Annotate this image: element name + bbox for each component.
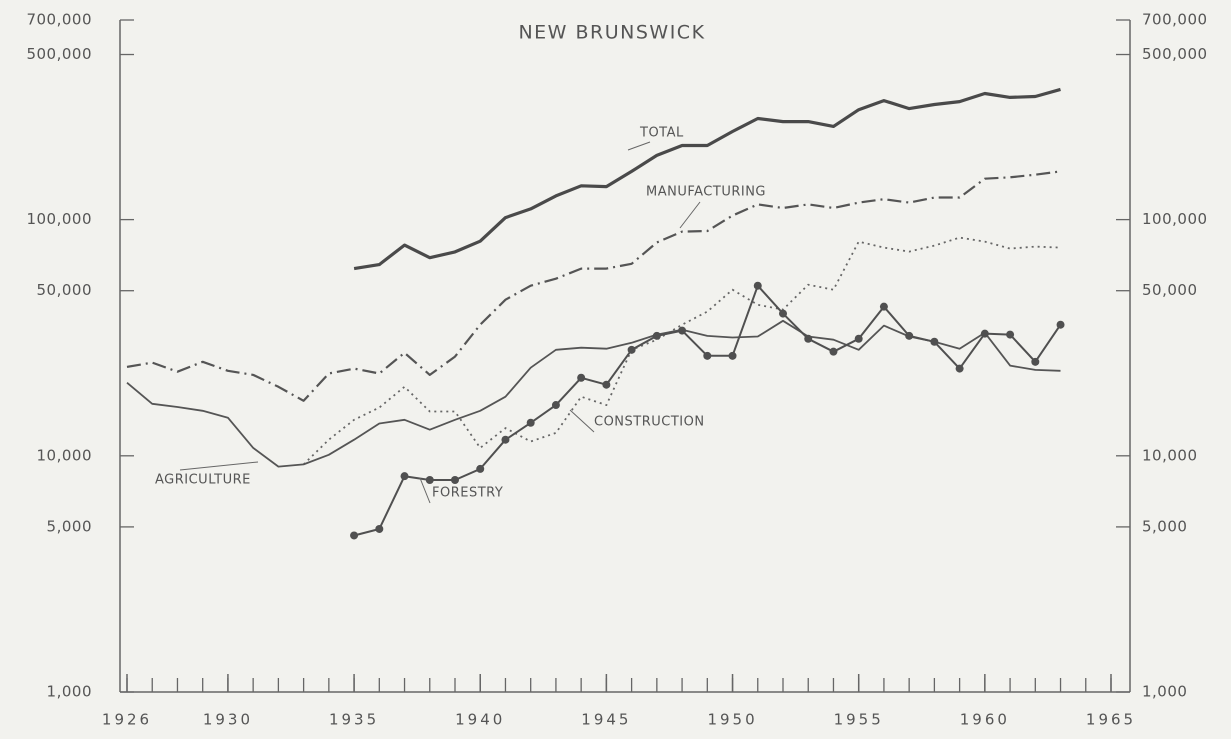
y-tick-label: 5,000 xyxy=(47,517,92,535)
y-tick-label-right: 5,000 xyxy=(1142,517,1187,535)
x-tick-label: 1965 xyxy=(1086,711,1136,729)
series-marker xyxy=(501,435,510,444)
series-marker xyxy=(728,351,737,360)
x-tick-label: 1935 xyxy=(329,711,379,729)
y-tick-label: 10,000 xyxy=(37,446,93,464)
series-marker xyxy=(779,309,787,318)
x-tick-label: 1940 xyxy=(455,711,505,729)
series-label: MANUFACTURING xyxy=(646,185,766,200)
series-marker xyxy=(980,329,989,338)
series-label: FORESTRY xyxy=(432,486,503,501)
y-tick-label-right: 700,000 xyxy=(1142,11,1208,29)
y-tick-label: 1,000 xyxy=(47,683,92,701)
series-marker xyxy=(829,347,838,356)
series-marker xyxy=(1056,320,1065,329)
series-marker xyxy=(400,472,409,481)
series-marker xyxy=(602,380,611,389)
series-marker xyxy=(753,281,762,290)
x-tick-label: 1955 xyxy=(834,711,884,729)
x-tick-label: 1945 xyxy=(581,711,631,729)
series-marker xyxy=(854,334,863,343)
label-leader xyxy=(179,461,259,471)
y-tick-label-right: 1,000 xyxy=(1142,683,1187,701)
series-marker xyxy=(879,302,888,311)
series-marker xyxy=(350,531,359,540)
series-marker xyxy=(930,337,939,346)
y-tick-label: 100,000 xyxy=(26,210,92,228)
x-tick-label: 1926 xyxy=(102,711,152,729)
label-leader xyxy=(419,477,431,504)
label-leader xyxy=(627,141,651,151)
series-marker xyxy=(476,464,485,473)
series-marker xyxy=(425,475,434,484)
y-tick-label-right: 500,000 xyxy=(1142,45,1208,63)
series-line xyxy=(353,87,1061,271)
series-line xyxy=(126,170,1061,402)
y-tick-label-right: 100,000 xyxy=(1142,210,1208,228)
series-marker xyxy=(804,334,813,343)
x-tick-label: 1950 xyxy=(707,711,757,729)
series-marker xyxy=(905,331,914,340)
series-marker xyxy=(703,351,712,360)
series-marker xyxy=(375,524,384,533)
label-leader xyxy=(679,201,701,229)
y-tick-label: 700,000 xyxy=(26,11,92,29)
series-label: TOTAL xyxy=(639,126,684,141)
label-leader xyxy=(569,409,595,433)
series-marker xyxy=(652,331,661,340)
y-tick-label: 500,000 xyxy=(26,45,92,63)
y-tick-label-right: 50,000 xyxy=(1142,281,1198,299)
series-marker xyxy=(451,475,459,484)
chart-title: NEW BRUNSWICK xyxy=(518,22,705,44)
series-line xyxy=(126,319,1061,468)
y-tick-label: 50,000 xyxy=(37,281,93,299)
series-marker xyxy=(526,418,535,427)
series-line xyxy=(302,236,1061,466)
x-tick-label: 1930 xyxy=(203,711,253,729)
series-marker xyxy=(577,373,586,382)
y-tick-label-right: 10,000 xyxy=(1142,446,1198,464)
series-marker xyxy=(1031,357,1040,366)
series-marker xyxy=(627,345,636,354)
x-tick-label: 1960 xyxy=(960,711,1010,729)
series-marker xyxy=(1006,330,1015,339)
series-label: AGRICULTURE xyxy=(155,473,251,488)
series-marker xyxy=(551,401,560,410)
series-marker xyxy=(955,364,964,373)
series-marker xyxy=(678,326,687,335)
series-label: CONSTRUCTION xyxy=(594,415,705,430)
